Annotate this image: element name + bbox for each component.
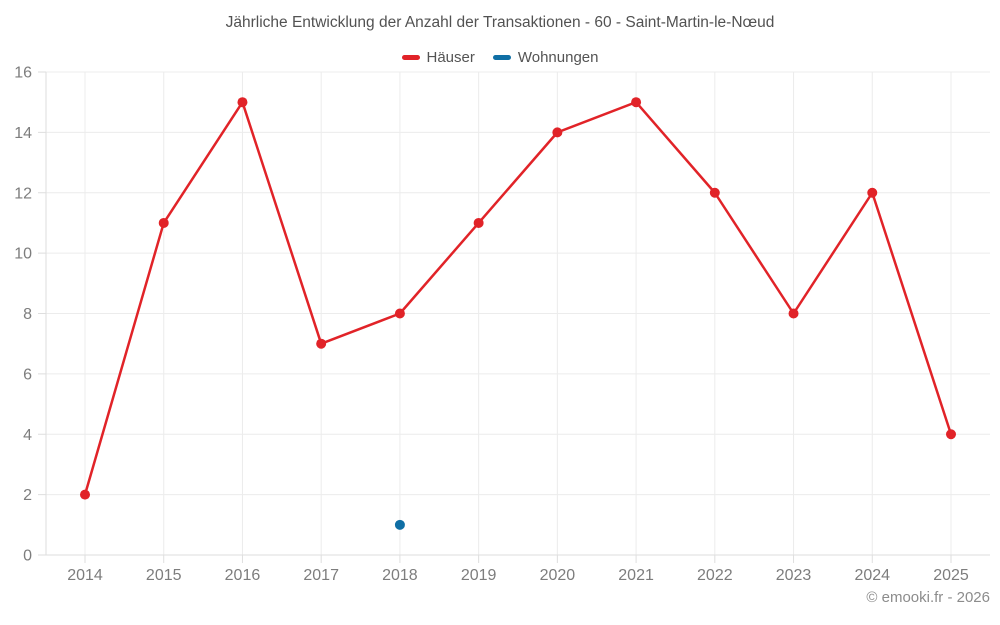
chart-title: Jährliche Entwicklung der Anzahl der Tra… bbox=[225, 14, 775, 31]
data-point-Häuser-2016[interactable] bbox=[237, 97, 248, 108]
data-point-Häuser-2022[interactable] bbox=[709, 187, 720, 198]
legend-label-haeuser: Häuser bbox=[426, 48, 475, 66]
x-tick-label: 2018 bbox=[382, 567, 418, 584]
data-point-Wohnungen-2018[interactable] bbox=[394, 519, 405, 530]
data-point-Häuser-2017[interactable] bbox=[316, 338, 327, 349]
x-tick-label: 2020 bbox=[540, 567, 576, 584]
data-point-Häuser-2018[interactable] bbox=[394, 308, 405, 319]
data-point-Häuser-2024[interactable] bbox=[867, 187, 878, 198]
y-tick-label: 12 bbox=[14, 185, 32, 202]
y-tick-label: 8 bbox=[23, 306, 32, 323]
legend-item-haeuser[interactable]: Häuser bbox=[401, 48, 475, 66]
chart-legend: Häuser Wohnungen bbox=[0, 47, 1000, 67]
data-point-Häuser-2020[interactable] bbox=[552, 127, 563, 138]
data-point-Häuser-2025[interactable] bbox=[946, 429, 956, 440]
y-tick-label: 14 bbox=[14, 125, 32, 142]
x-tick-label: 2014 bbox=[67, 567, 103, 584]
x-tick-label: 2016 bbox=[225, 567, 261, 584]
data-point-Häuser-2023[interactable] bbox=[788, 308, 799, 319]
x-tick-label: 2017 bbox=[303, 567, 339, 584]
data-point-Häuser-2014[interactable] bbox=[80, 489, 90, 500]
copyright-text: © emooki.fr - 2026 bbox=[866, 589, 990, 606]
series-line-Häuser bbox=[83, 100, 953, 496]
legend-swatch-wohnungen-icon bbox=[492, 54, 511, 60]
data-point-Häuser-2015[interactable] bbox=[158, 217, 169, 228]
legend-swatch-haeuser-icon bbox=[401, 54, 420, 60]
x-tick-label: 2015 bbox=[146, 567, 182, 584]
data-point-Häuser-2019[interactable] bbox=[473, 217, 484, 228]
x-tick-label: 2023 bbox=[776, 567, 812, 584]
x-tick-label: 2019 bbox=[461, 567, 497, 584]
legend-label-wohnungen: Wohnungen bbox=[517, 48, 599, 66]
y-tick-label: 16 bbox=[14, 65, 32, 82]
y-tick-label: 0 bbox=[23, 548, 32, 565]
x-tick-label: 2024 bbox=[854, 567, 890, 584]
y-tick-label: 6 bbox=[23, 366, 32, 383]
y-tick-label: 10 bbox=[14, 246, 32, 263]
y-tick-label: 2 bbox=[23, 487, 32, 504]
y-tick-label: 4 bbox=[23, 427, 32, 444]
legend-item-wohnungen[interactable]: Wohnungen bbox=[492, 48, 599, 66]
x-tick-label: 2025 bbox=[933, 567, 969, 584]
x-tick-label: 2022 bbox=[697, 567, 733, 584]
x-tick-label: 2021 bbox=[618, 567, 654, 584]
data-point-Häuser-2021[interactable] bbox=[631, 97, 642, 108]
